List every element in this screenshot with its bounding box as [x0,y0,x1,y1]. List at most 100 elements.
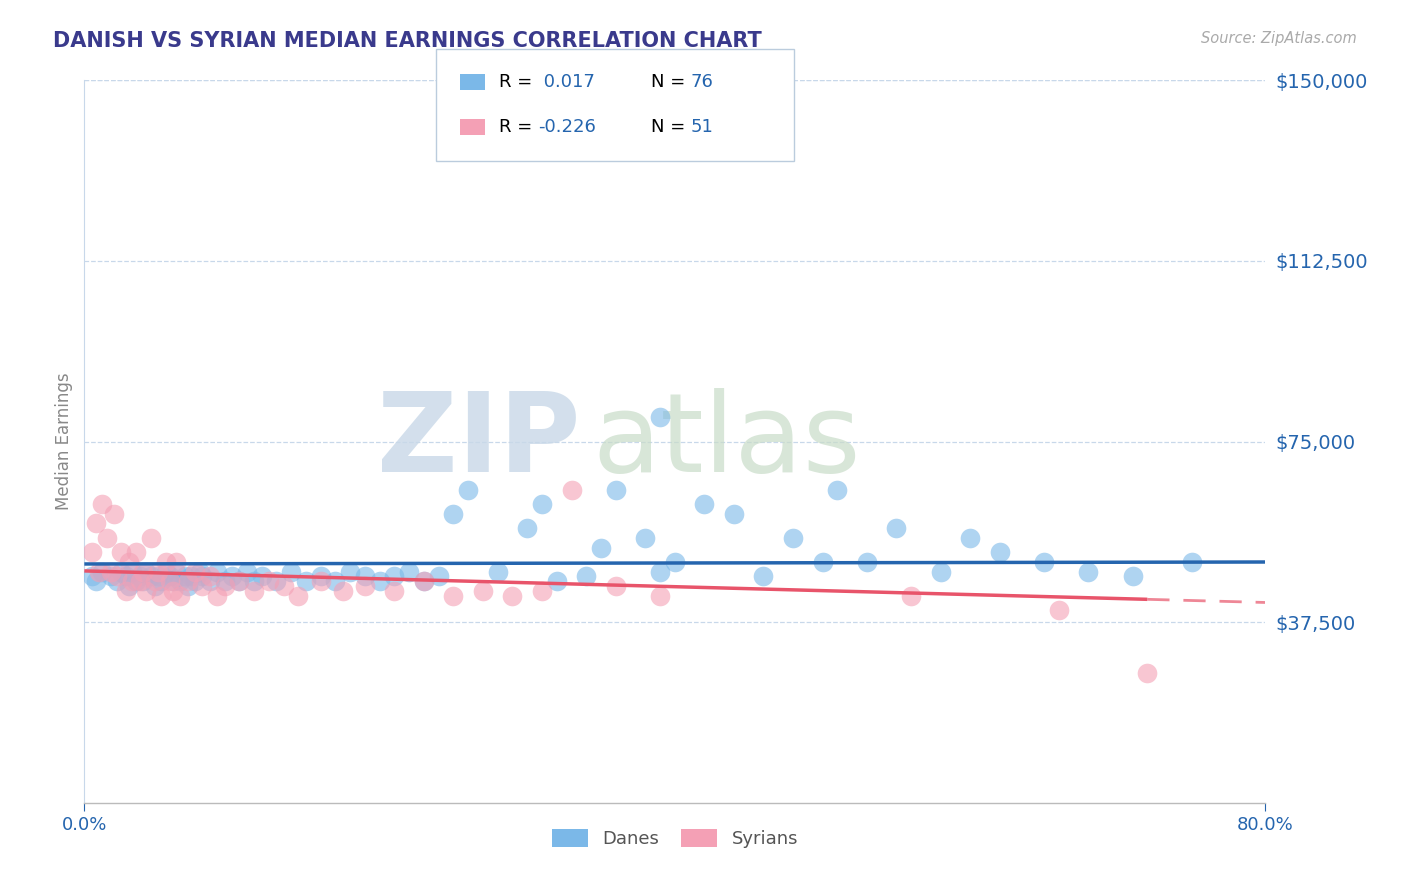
Point [332,583,354,598]
Point [125,574,148,589]
Point [516,521,538,535]
Point [100,569,122,583]
Point [575,569,598,583]
Point [443,589,465,603]
Point [413,574,436,589]
Point [80,545,103,559]
Text: Source: ZipAtlas.com: Source: ZipAtlas.com [1201,31,1357,46]
Point [214,574,236,589]
Point [159,574,181,589]
Text: DANISH VS SYRIAN MEDIAN EARNINGS CORRELATION CHART: DANISH VS SYRIAN MEDIAN EARNINGS CORRELA… [53,31,762,51]
Point [266,574,288,589]
Point [100,565,122,579]
Point [91,497,114,511]
Point [221,569,243,583]
Point [900,589,922,603]
Point [148,565,170,579]
Point [125,545,148,559]
Point [132,565,155,579]
Text: 76: 76 [690,73,713,91]
Point [287,589,309,603]
Point [325,574,347,589]
Point [177,574,200,589]
Point [114,569,136,583]
Text: N =: N = [651,119,690,136]
Text: R =: R = [499,73,538,91]
Point [191,579,214,593]
Point [427,569,450,583]
Point [309,574,332,589]
Point [723,507,745,521]
Point [169,589,191,603]
Point [531,497,554,511]
Point [280,565,302,579]
Point [165,555,187,569]
Point [198,574,221,589]
Point [84,516,107,531]
Point [135,565,157,579]
Point [827,483,849,497]
Point [1181,555,1204,569]
Point [1136,665,1159,680]
Point [243,574,266,589]
Point [118,579,141,593]
Point [91,565,114,579]
Point [184,565,207,579]
Point [988,545,1011,559]
Point [214,579,236,593]
Point [103,507,125,521]
Point [546,574,568,589]
Point [650,565,672,579]
Point [110,565,132,579]
Point [228,574,250,589]
Point [188,565,211,579]
Point [173,569,195,583]
Point [472,583,495,598]
Point [354,579,377,593]
Point [339,565,361,579]
Text: 0.017: 0.017 [538,73,595,91]
Point [129,569,152,583]
Point [959,531,981,545]
Point [118,555,141,569]
Point [295,574,318,589]
Point [634,531,657,545]
Point [413,574,436,589]
Point [87,565,111,579]
Point [143,579,166,593]
Point [650,410,672,425]
Point [1047,603,1070,617]
Point [752,569,775,583]
Point [664,555,686,569]
Point [650,589,672,603]
Point [531,583,554,598]
Point [139,569,162,583]
Point [250,569,273,583]
Point [150,574,173,589]
Point [105,569,128,583]
Point [132,574,155,589]
Point [110,545,132,559]
Point [105,574,128,589]
Point [114,583,136,598]
Point [243,583,266,598]
Legend: Danes, Syrians: Danes, Syrians [544,822,806,855]
Point [382,583,406,598]
Point [121,574,143,589]
Point [198,569,221,583]
Point [143,574,166,589]
Point [457,483,479,497]
Point [236,565,259,579]
Point [80,569,103,583]
Point [605,579,627,593]
Point [1077,565,1099,579]
Point [184,574,207,589]
Text: atlas: atlas [592,388,860,495]
Point [257,574,280,589]
Point [180,569,202,583]
Point [273,579,295,593]
Point [155,555,177,569]
Point [148,569,170,583]
Point [501,589,523,603]
Point [1122,569,1144,583]
